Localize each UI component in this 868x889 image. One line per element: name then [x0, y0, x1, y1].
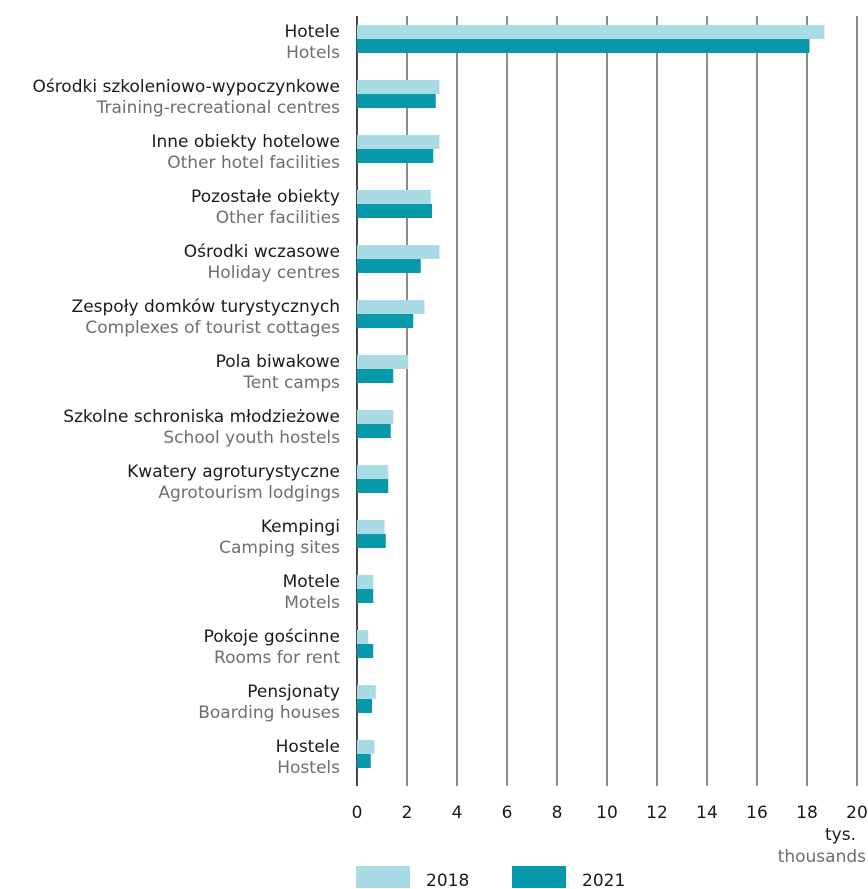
- category-label-pl-4: Pozostałe obiekty: [191, 187, 340, 207]
- x-tick-label-14: 14: [696, 803, 718, 823]
- category-label-en-12: Rooms for rent: [214, 648, 340, 668]
- category-label-pl-6: Zespoły domków turystycznych: [72, 297, 340, 317]
- x-axis-unit-pl: tys.: [825, 825, 856, 845]
- category-label-en-5: Holiday centres: [208, 263, 341, 283]
- category-label-en-10: Camping sites: [219, 538, 340, 558]
- bar-2018-3: [357, 135, 440, 149]
- category-label-pl-7: Pola biwakowe: [216, 352, 340, 372]
- bar-2018-2: [357, 80, 440, 94]
- bar-2021-11: [357, 589, 374, 603]
- x-axis-ticks: 0 2 4 6 8 10 12 14 16 18 20: [352, 803, 868, 823]
- x-tick-label-8: 8: [552, 803, 563, 823]
- bar-2018-11: [357, 575, 374, 589]
- category-label-en-6: Complexes of tourist cottages: [85, 318, 340, 338]
- bar-2018-1: [357, 25, 825, 39]
- legend-label-2018: 2018: [426, 871, 469, 889]
- grid-lines: [356, 16, 858, 786]
- bar-2018-14: [357, 740, 375, 754]
- bar-2018-5: [357, 245, 440, 259]
- category-label-pl-9: Kwatery agroturystyczne: [127, 462, 340, 482]
- bar-2018-12: [357, 630, 369, 644]
- bar-2018-6: [357, 300, 425, 314]
- legend-swatch-2021: [512, 866, 566, 888]
- bar-2021-6: [357, 314, 414, 328]
- bar-2021-10: [357, 534, 386, 548]
- x-tick-label-20: 20: [846, 803, 868, 823]
- x-tick-label-10: 10: [596, 803, 618, 823]
- bar-2021-1: [357, 39, 810, 53]
- bar-2018-4: [357, 190, 431, 204]
- bar-2018-10: [357, 520, 385, 534]
- category-label-pl-5: Ośrodki wczasowe: [184, 242, 340, 262]
- x-tick-label-0: 0: [352, 803, 363, 823]
- bar-2021-12: [357, 644, 374, 658]
- bar-2021-3: [357, 149, 434, 163]
- x-tick-label-6: 6: [502, 803, 513, 823]
- bar-2021-7: [357, 369, 394, 383]
- category-label-en-7: Tent camps: [242, 373, 340, 393]
- category-label-pl-8: Szkolne schroniska młodzieżowe: [63, 407, 340, 427]
- legend-swatch-2018: [356, 866, 410, 888]
- category-label-en-8: School youth hostels: [163, 428, 340, 448]
- bar-2018-8: [357, 410, 394, 424]
- category-label-en-13: Boarding houses: [198, 703, 340, 723]
- category-label-en-11: Motels: [284, 593, 340, 613]
- category-label-pl-1: Hotele: [285, 22, 341, 42]
- bar-2021-5: [357, 259, 421, 273]
- category-label-en-3: Other hotel facilities: [167, 153, 340, 173]
- category-label-pl-13: Pensjonaty: [247, 682, 340, 702]
- category-label-en-14: Hostels: [277, 758, 340, 778]
- x-tick-label-12: 12: [646, 803, 668, 823]
- bar-2021-9: [357, 479, 389, 493]
- category-label-pl-10: Kempingi: [261, 517, 340, 537]
- bar-2018-13: [357, 685, 376, 699]
- x-tick-label-2: 2: [402, 803, 413, 823]
- category-label-pl-12: Pokoje gościnne: [204, 627, 340, 647]
- x-tick-label-18: 18: [796, 803, 818, 823]
- category-label-en-1: Hotels: [286, 43, 340, 63]
- category-label-en-2: Training-recreational centres: [96, 98, 341, 118]
- category-label-en-9: Agrotourism lodgings: [158, 483, 340, 503]
- legend: 2018 2021: [356, 866, 625, 889]
- category-label-pl-2: Ośrodki szkoleniowo-wypoczynkowe: [32, 77, 340, 97]
- bar-2021-4: [357, 204, 432, 218]
- bar-2018-7: [357, 355, 409, 369]
- x-tick-label-4: 4: [452, 803, 463, 823]
- bar-2018-9: [357, 465, 389, 479]
- legend-label-2021: 2021: [582, 871, 625, 889]
- category-label-pl-3: Inne obiekty hotelowe: [151, 132, 340, 152]
- bar-2021-14: [357, 754, 371, 768]
- category-label-pl-14: Hostele: [276, 737, 340, 757]
- category-label-pl-11: Motele: [283, 572, 340, 592]
- bars: [357, 25, 825, 768]
- bar-2021-2: [357, 94, 436, 108]
- x-axis-unit-en: thousands: [778, 847, 866, 867]
- bar-2021-13: [357, 699, 372, 713]
- bar-2021-8: [357, 424, 391, 438]
- x-tick-label-16: 16: [746, 803, 768, 823]
- category-label-en-4: Other facilities: [216, 208, 340, 228]
